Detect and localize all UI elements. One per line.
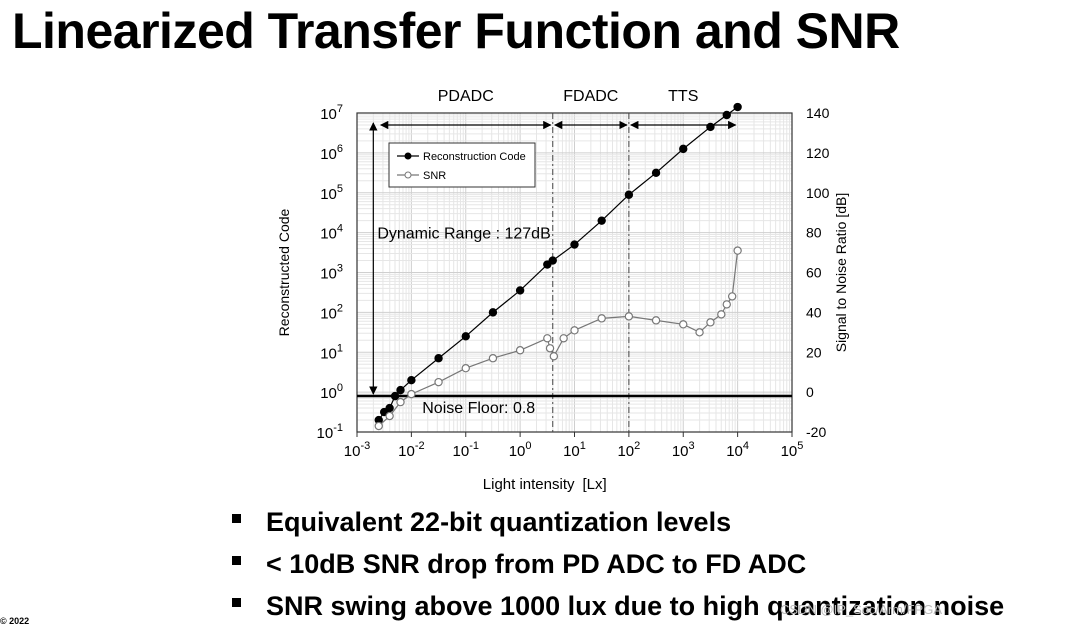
bullet-square-icon xyxy=(232,598,241,607)
data-point-reconstruction-code xyxy=(548,256,557,265)
y-right-tick-label: -20 xyxy=(806,424,826,440)
data-point-reconstruction-code xyxy=(488,308,498,317)
x-axis-label: Light intensity xyxy=(483,476,575,493)
data-point-snr xyxy=(597,314,606,323)
legend-entry: Reconstruction Code xyxy=(423,151,526,163)
y-right-tick-label: 0 xyxy=(806,384,814,400)
y-right-tick-label: 20 xyxy=(806,344,822,360)
data-point-reconstruction-code xyxy=(379,407,389,417)
data-point-snr xyxy=(624,312,634,321)
slide-title: Linearized Transfer Function and SNR xyxy=(12,3,900,59)
x-tick-label: 100 xyxy=(509,440,532,460)
data-point-snr xyxy=(651,316,661,325)
data-point-snr xyxy=(570,326,579,335)
y-left-tick-label: 100 xyxy=(320,382,343,402)
data-point-reconstruction-code xyxy=(515,286,525,295)
data-point-snr xyxy=(396,397,405,407)
bullet-item: SNR swing above 1000 lux due to high qua… xyxy=(232,591,1004,633)
data-point-snr xyxy=(434,377,443,387)
bullet-list: Equivalent 22-bit quantization levels < … xyxy=(232,507,1004,633)
data-point-reconstruction-code xyxy=(570,240,579,249)
data-point-reconstruction-code xyxy=(390,391,400,401)
x-tick-label: 10-2 xyxy=(398,440,424,460)
data-point-snr xyxy=(545,344,555,353)
data-point-snr xyxy=(679,320,688,329)
y-right-tick-label: 140 xyxy=(806,105,830,121)
y-left-tick-label: 102 xyxy=(320,302,343,322)
y-right-axis-label: Signal to Noise Ratio [dB] xyxy=(833,193,849,353)
legend-entry: SNR xyxy=(423,170,446,182)
y-left-tick-label: 104 xyxy=(320,223,343,243)
x-tick-label: 10-3 xyxy=(344,440,370,460)
data-point-reconstruction-code xyxy=(651,168,661,178)
data-point-reconstruction-code xyxy=(722,110,731,120)
legend-box xyxy=(388,142,536,188)
y-left-tick-label: 101 xyxy=(320,342,343,362)
data-point-snr xyxy=(543,334,552,343)
x-tick-label: 105 xyxy=(781,440,804,460)
bullet-text: SNR swing above 1000 lux due to high qua… xyxy=(266,591,1005,621)
data-point-snr xyxy=(374,421,383,431)
y-left-tick-label: 10-1 xyxy=(317,422,343,442)
region-label: TTS xyxy=(668,88,698,105)
bullet-item: < 10dB SNR drop from PD ADC to FD ADC xyxy=(232,549,1004,591)
y-left-axis-label: Reconstructed Code xyxy=(276,208,292,336)
y-left-tick-label: 105 xyxy=(320,183,343,203)
legend-swatch-marker xyxy=(404,171,412,179)
y-right-tick-label: 40 xyxy=(806,304,822,320)
y-right-tick-label: 60 xyxy=(806,265,822,281)
x-tick-label: 102 xyxy=(617,440,640,460)
data-point-reconstruction-code xyxy=(679,144,688,154)
data-point-snr xyxy=(461,364,470,373)
data-point-reconstruction-code xyxy=(733,102,742,112)
data-point-reconstruction-code xyxy=(434,354,443,363)
y-left-tick-label: 106 xyxy=(320,143,343,163)
data-point-snr xyxy=(727,292,737,301)
data-point-snr xyxy=(515,346,525,355)
y-left-tick-label: 103 xyxy=(320,263,343,283)
region-label: PDADC xyxy=(438,88,494,105)
y-right-tick-label: 100 xyxy=(806,185,830,201)
data-point-reconstruction-code xyxy=(706,122,715,132)
data-point-snr xyxy=(559,334,568,343)
dynamic-range-label: Dynamic Range : 127dB xyxy=(377,226,550,243)
bullet-text: < 10dB SNR drop from PD ADC to FD ADC xyxy=(266,549,807,579)
data-point-snr xyxy=(695,328,704,337)
x-tick-label: 104 xyxy=(726,440,749,460)
y-right-tick-label: 120 xyxy=(806,145,830,161)
data-point-reconstruction-code xyxy=(597,216,606,225)
data-point-snr xyxy=(549,352,559,361)
data-point-snr xyxy=(385,411,394,421)
data-point-snr xyxy=(407,389,416,399)
data-point-snr xyxy=(722,300,731,309)
data-point-snr xyxy=(717,310,726,319)
bullet-square-icon xyxy=(232,556,241,565)
y-right-tick-label: 80 xyxy=(806,225,822,241)
data-point-snr xyxy=(706,318,715,327)
bullet-square-icon xyxy=(232,514,241,523)
grid-lines xyxy=(356,113,792,433)
x-tick-label: 10-1 xyxy=(453,440,479,460)
bullet-text: Equivalent 22-bit quantization levels xyxy=(266,507,732,537)
data-point-reconstruction-code xyxy=(624,190,634,199)
data-point-snr xyxy=(733,246,742,255)
x-tick-label: 101 xyxy=(563,440,586,460)
noise-floor-label: Noise Floor: 0.8 xyxy=(422,400,535,417)
watermark-text: CSDN @IP_Soc/Arm/FPGA xyxy=(780,602,943,617)
bullet-item: Equivalent 22-bit quantization levels xyxy=(232,507,1004,549)
legend-swatch-marker xyxy=(404,152,412,160)
x-axis-unit: [Lx] xyxy=(583,476,607,493)
x-tick-label: 103 xyxy=(672,440,695,460)
data-point-reconstruction-code xyxy=(385,403,394,413)
y-left-tick-label: 107 xyxy=(320,103,343,123)
copyright-text: © 2022 xyxy=(0,616,30,626)
data-point-reconstruction-code xyxy=(407,375,416,385)
region-label: FDADC xyxy=(563,88,618,105)
data-point-reconstruction-code xyxy=(543,260,552,269)
data-point-reconstruction-code xyxy=(461,332,470,341)
data-point-reconstruction-code xyxy=(396,385,405,395)
data-point-snr xyxy=(488,354,498,363)
